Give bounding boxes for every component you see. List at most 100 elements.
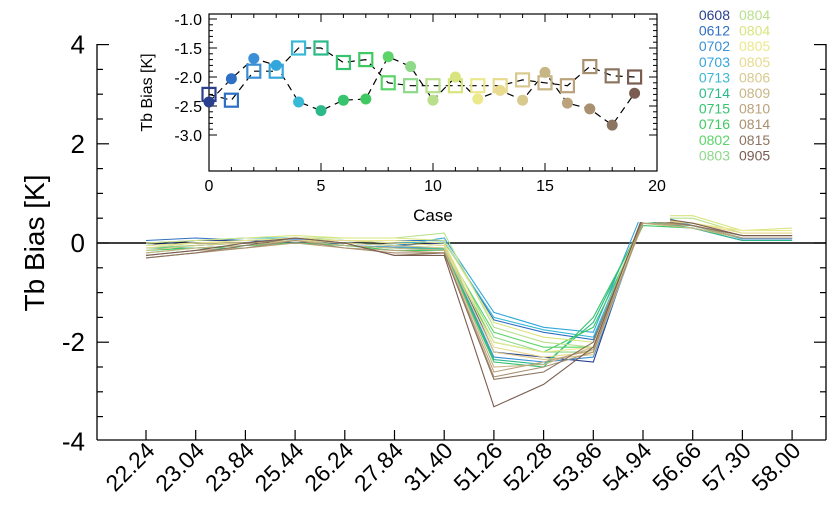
main-x-tick-label: 23.04 [150,437,209,496]
main-x-tick-label: 56.66 [647,437,706,496]
legend-entry: 0805 [739,38,770,54]
series-line-0804 [145,215,793,343]
inset-circle-marker [584,103,596,115]
main-series-lines [145,210,793,408]
inset-circle-marker [337,94,349,106]
legend-entry: 0714 [699,85,730,101]
legend-entry: 0806 [739,69,770,85]
inset-square-marker [559,78,576,94]
inset-square-marker [470,78,486,94]
legend-entry: 0612 [699,23,730,39]
legend-entry: 0809 [739,85,770,101]
inset-circle-marker [539,66,551,78]
inset-x-tick-label: 5 [317,178,326,195]
inset-circle-marker [382,51,394,63]
main-x-tick-label: 54.94 [597,437,656,496]
inset-y-tick-label: -2.5 [174,99,202,116]
main-x-tick-label: 23.84 [200,437,259,496]
legend-entry: 0703 [699,54,730,70]
inset-square-marker [604,68,620,84]
inset-square-marker [380,75,396,91]
inset-square-marker [403,78,419,94]
inset-square-marker [626,69,643,85]
series-line-0802 [145,222,793,348]
legend-entry: 0715 [699,101,730,117]
inset-square-marker [358,51,374,68]
inset-series [201,40,643,131]
inset-x-tick-label: 20 [648,178,666,195]
legend-entry: 0815 [739,132,770,148]
legend-entry: 0608 [699,7,730,23]
legend-entry: 0804 [739,7,770,23]
main-x-tick-label: 53.86 [548,437,607,496]
inset-square-marker [492,78,508,94]
series-line-0713 [145,217,793,338]
inset-circle-marker [248,52,260,64]
inset-circle-marker [293,96,305,108]
inset-circle-marker [225,73,237,85]
legend-entry: 0713 [699,69,730,85]
inset-square-marker [335,54,351,71]
legend-entry: 0716 [699,116,730,132]
inset-square-marker [447,78,463,94]
main-y-axis-label: Tb Bias [K] [19,175,50,312]
inset-x-tick-label: 0 [205,178,214,195]
inset-circle-marker [517,94,529,106]
main-x-tick-label: 57.30 [697,437,756,496]
inset-square-marker [425,78,441,94]
main-y-tick-label: 2 [71,129,85,159]
inset-y-tick-labels: -1.0 -1.5 -2.0 -2.5 -3.0 [174,12,202,145]
inset-square-marker [291,40,307,56]
main-x-tick-label: 31.40 [399,437,458,496]
inset-circle-marker [315,105,327,117]
inset-background [150,0,670,222]
main-x-tick-label: 25.44 [250,437,309,496]
inset-circle-marker [472,93,484,105]
main-x-tick-label: 27.84 [349,437,408,496]
inset-y-axis-label-group: Tb Bias [K] [139,53,156,131]
main-y-tick-labels: 4 2 0 -2 -4 [62,30,85,457]
legend-entry: 0804 [739,23,770,39]
series-line-0815 [145,217,793,381]
inset-plot: 0 5 10 15 20 -1.0 -1.5 -2.0 -2.5 -3.0 Case Tb Bi… [139,0,670,225]
legend-entry: 0803 [699,147,730,163]
main-x-tick-label: 26.24 [299,437,358,496]
main-y-tick-label: 0 [71,228,85,258]
main-y-tick-label: -4 [62,426,85,456]
inset-y-tick-label: -3.0 [174,128,202,145]
series-line-0716 [145,225,793,353]
inset-circle-marker [449,71,461,83]
inset-circle-marker [606,119,618,131]
inset-circle-marker [494,84,506,96]
main-x-tick-label: 58.00 [747,437,806,496]
inset-connector-circles [208,55,636,126]
legend: 0608061207020703071307140715071608020803… [699,7,771,163]
series-line-0905 [145,215,793,408]
series-line-0804 [145,217,793,348]
inset-y-tick-label: -1.5 [174,41,202,58]
main-x-tick-labels: 22.2423.0423.8425.4426.2427.8431.4051.26… [100,437,805,496]
inset-x-tick-label: 10 [424,178,442,195]
main-y-tick-label: -2 [62,327,85,357]
inset-square-marker [537,75,553,91]
inset-square-marker [582,58,598,75]
inset-square-marker [246,63,262,79]
main-y-tick-label: 4 [71,30,85,60]
inset-y-axis-label: Tb Bias [K] [139,53,156,131]
main-x-tick-label: 22.24 [100,437,159,496]
inset-square-marker [514,72,531,88]
legend-entry: 0802 [699,132,730,148]
legend-entry: 0814 [739,116,770,132]
inset-x-axis-label: Case [413,206,453,225]
inset-circle-marker [629,87,641,99]
inset-y-tick-label: -1.0 [174,12,202,29]
inset-circle-marker [561,97,573,109]
inset-y-tick-label: -2.0 [174,70,202,87]
inset-square-marker [223,92,239,108]
main-x-tick-label: 52.28 [498,437,557,496]
main-y-axis-label-group: Tb Bias [K] [19,175,50,312]
inset-circle-marker [405,61,417,73]
inset-square-marker [268,63,284,79]
inset-square-marker [201,86,217,103]
